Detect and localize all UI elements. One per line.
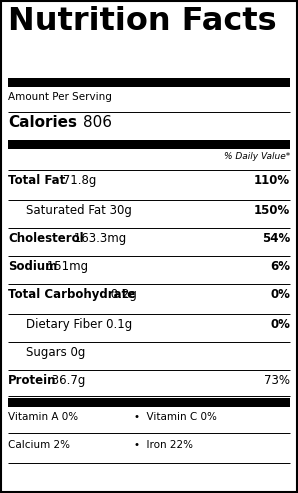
Text: 163.3mg: 163.3mg [70,232,126,245]
Text: 54%: 54% [262,232,290,245]
Bar [8,78,290,87]
Text: Calories: Calories [8,115,77,130]
Text: 71.8g: 71.8g [59,174,97,187]
Text: 73%: 73% [264,374,290,387]
Text: 0%: 0% [270,288,290,301]
Text: Vitamin A 0%: Vitamin A 0% [8,412,78,422]
Text: Amount Per Serving: Amount Per Serving [8,92,112,102]
Text: 110%: 110% [254,174,290,187]
Text: Nutrition Facts: Nutrition Facts [8,6,277,37]
Text: Sodium: Sodium [8,260,57,273]
Text: 151mg: 151mg [43,260,88,273]
Text: % Daily Value*: % Daily Value* [224,152,290,161]
Text: Calcium 2%: Calcium 2% [8,440,70,450]
Text: Sugars 0g: Sugars 0g [26,346,85,359]
Bar [8,140,290,149]
Text: Protein: Protein [8,374,57,387]
Text: 150%: 150% [254,204,290,217]
Bar [8,398,290,407]
Text: Saturated Fat 30g: Saturated Fat 30g [26,204,132,217]
Text: •  Iron 22%: • Iron 22% [134,440,193,450]
Text: •  Vitamin C 0%: • Vitamin C 0% [134,412,217,422]
Text: Cholesterol: Cholesterol [8,232,84,245]
Text: 36.7g: 36.7g [49,374,86,387]
Text: Total Carbohydrate: Total Carbohydrate [8,288,135,301]
Text: Dietary Fiber 0.1g: Dietary Fiber 0.1g [26,318,132,331]
Text: 0%: 0% [270,318,290,331]
Text: 0.2g: 0.2g [107,288,137,301]
Text: 806: 806 [83,115,112,130]
Text: Total Fat: Total Fat [8,174,65,187]
Text: 6%: 6% [270,260,290,273]
